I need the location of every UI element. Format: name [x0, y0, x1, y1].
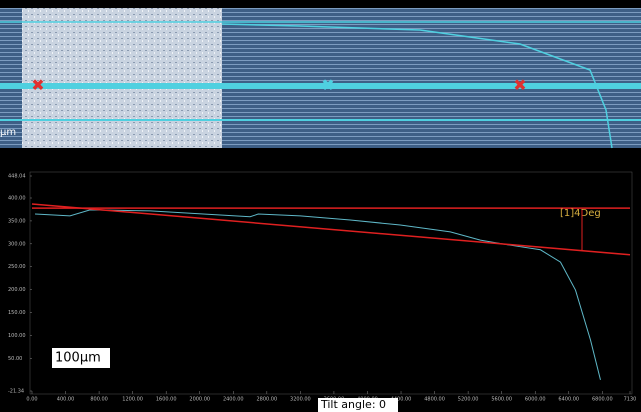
marker: ✖ [513, 76, 526, 95]
screenshot: ✖ ✖ ✖ µm 0.00 400.00 800.00 1200.00 1600.00 2… [0, 0, 641, 412]
x-tick-label: 2800.00 [256, 397, 277, 403]
x-tick-label: 5600.00 [491, 397, 512, 403]
x-tick-label: 400.00 [57, 397, 75, 403]
plot-frame [30, 172, 632, 394]
y-tick-label: 100.00 [8, 333, 26, 339]
y-tick-label: 50.00 [8, 356, 22, 362]
y-tick-label: 200.00 [8, 287, 26, 293]
y-tick-label: 250.00 [8, 264, 26, 270]
marker: ✖ [31, 76, 44, 95]
angle-label: [1]4Deg [560, 208, 601, 219]
tilt-label: Tilt angle: 0 [320, 398, 386, 411]
x-tick-label: 5200.00 [458, 397, 479, 403]
y-tick-label: 400.00 [8, 196, 26, 202]
marker: ✖ [321, 76, 334, 95]
y-tick-label: 448.04 [8, 174, 26, 180]
y-tick-label: 150.00 [8, 310, 26, 316]
y-tick-label: -21.34 [8, 389, 24, 395]
x-tick-label: 6800.00 [592, 397, 613, 403]
micrograph: ✖ ✖ ✖ µm [0, 8, 641, 148]
y-tick-label: 300.00 [8, 241, 26, 247]
x-tick-label: 2000.00 [189, 397, 210, 403]
image-label: µm [0, 127, 16, 138]
scale-label: 100µm [55, 351, 101, 366]
y-tick-label: 350.00 [8, 218, 26, 224]
x-tick-label: 800.00 [90, 397, 108, 403]
x-tick-label: 3200.00 [290, 397, 311, 403]
x-tick-label: 6000.00 [525, 397, 546, 403]
x-tick-label: 1200.00 [122, 397, 143, 403]
x-tick-label: 0.00 [26, 397, 37, 403]
x-tick-label: 4800.00 [424, 397, 445, 403]
x-tick-label: 2400.00 [223, 397, 244, 403]
x-tick-label: 7130 [624, 397, 637, 403]
image-left [22, 8, 222, 148]
x-tick-label: 6400.00 [558, 397, 579, 403]
x-tick-label: 1600.00 [156, 397, 177, 403]
